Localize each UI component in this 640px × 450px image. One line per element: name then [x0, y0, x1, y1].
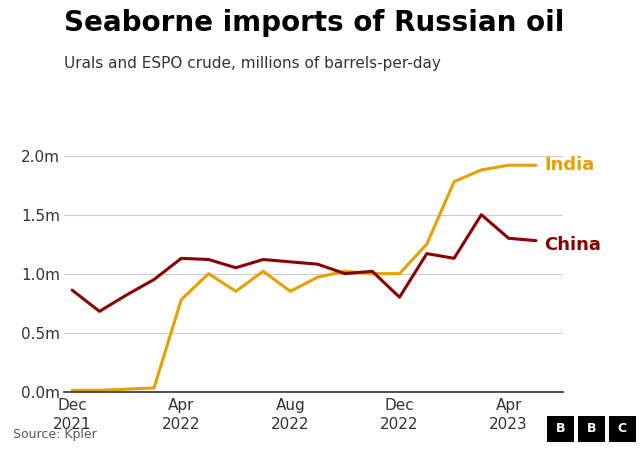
- Text: Source: Kpler: Source: Kpler: [13, 428, 97, 441]
- Text: B: B: [556, 423, 565, 435]
- Text: India: India: [544, 156, 595, 174]
- Text: B: B: [587, 423, 596, 435]
- Text: C: C: [618, 423, 627, 435]
- Text: Urals and ESPO crude, millions of barrels-per-day: Urals and ESPO crude, millions of barrel…: [64, 56, 441, 71]
- Text: Seaborne imports of Russian oil: Seaborne imports of Russian oil: [64, 9, 564, 37]
- Text: China: China: [544, 236, 601, 254]
